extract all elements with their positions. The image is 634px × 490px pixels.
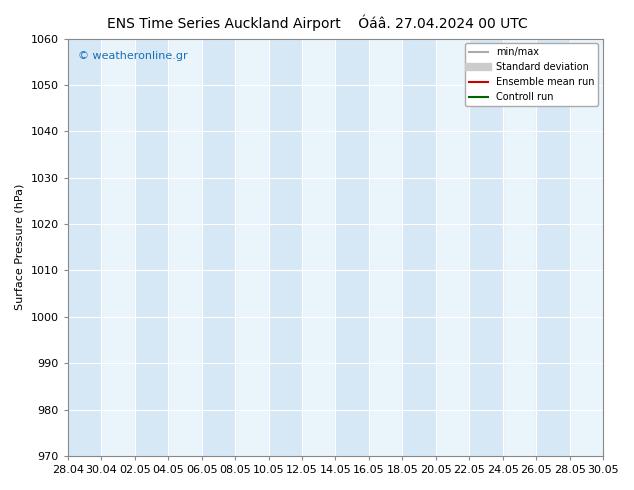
Text: ENS Time Series Auckland Airport    Óáâ. 27.04.2024 00 UTC: ENS Time Series Auckland Airport Óáâ. 27…: [107, 15, 527, 31]
Bar: [269, 39, 302, 456]
Bar: [335, 39, 369, 456]
Bar: [469, 39, 503, 456]
Bar: [403, 39, 436, 456]
Bar: [68, 39, 101, 456]
Legend: min/max, Standard deviation, Ensemble mean run, Controll run: min/max, Standard deviation, Ensemble me…: [465, 44, 598, 106]
Y-axis label: Surface Pressure (hPa): Surface Pressure (hPa): [15, 184, 25, 311]
Text: © weatheronline.gr: © weatheronline.gr: [79, 51, 188, 61]
Bar: [536, 39, 570, 456]
Bar: [134, 39, 168, 456]
Bar: [202, 39, 235, 456]
